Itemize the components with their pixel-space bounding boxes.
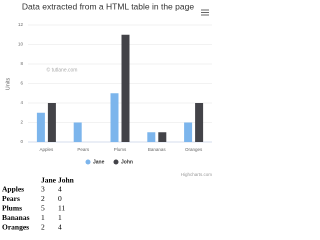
page: {"chart_data": {"type": "bar", "title": …	[2, 1, 213, 232]
table-cell: 1	[41, 213, 45, 222]
legend-symbol	[85, 159, 91, 165]
x-tick-label: Plums	[114, 147, 127, 152]
bar	[73, 122, 82, 142]
bar	[36, 112, 45, 142]
table-cell: 4	[58, 185, 62, 194]
bar	[110, 93, 119, 142]
y-tick-label: 12	[18, 22, 24, 27]
x-tick-label: Apples	[40, 147, 55, 152]
table-cell: 3	[41, 185, 45, 194]
y-tick-label: 10	[18, 42, 24, 47]
y-tick-label: 6	[20, 81, 23, 86]
chart-title: Data extracted from a HTML table in the …	[22, 1, 194, 11]
y-tick-label: 0	[20, 139, 23, 144]
y-tick-label: 2	[20, 120, 23, 125]
legend-label: John	[121, 159, 133, 165]
table-cell: 1	[58, 213, 62, 222]
table-cell: 2	[41, 194, 45, 203]
table-header: John	[58, 176, 75, 185]
bar	[195, 103, 204, 142]
bar	[47, 103, 56, 142]
x-tick-label: Pears	[77, 147, 90, 152]
bar	[147, 132, 156, 142]
y-tick-label: 8	[20, 61, 23, 66]
credits[interactable]: Highcharts.com	[181, 172, 213, 177]
bar	[158, 132, 167, 142]
x-tick-label: Bananas	[148, 147, 167, 152]
table-cell: 4	[58, 223, 62, 232]
table-cell: 5	[41, 204, 45, 213]
bar	[121, 34, 130, 142]
table-header: Jane	[41, 176, 57, 185]
x-tick-label: Oranges	[185, 147, 203, 152]
legend-symbol	[113, 159, 119, 165]
row-label: Bananas	[2, 213, 30, 222]
legend-label: Jane	[93, 159, 105, 165]
row-label: Pears	[2, 194, 20, 203]
y-tick-label: 4	[20, 100, 23, 105]
table-cell: 0	[58, 194, 62, 203]
screen: Data extracted from a HTML table in the …	[2, 1, 213, 232]
y-axis-label: Units	[5, 77, 11, 90]
table-cell: 11	[58, 204, 65, 213]
row-label: Apples	[2, 185, 24, 194]
menu-button[interactable]	[201, 9, 209, 16]
bar	[184, 122, 193, 142]
watermark: © tutlane.com	[47, 66, 78, 73]
table-cell: 2	[41, 223, 45, 232]
row-label: Oranges	[2, 223, 29, 232]
row-label: Plums	[2, 204, 22, 213]
